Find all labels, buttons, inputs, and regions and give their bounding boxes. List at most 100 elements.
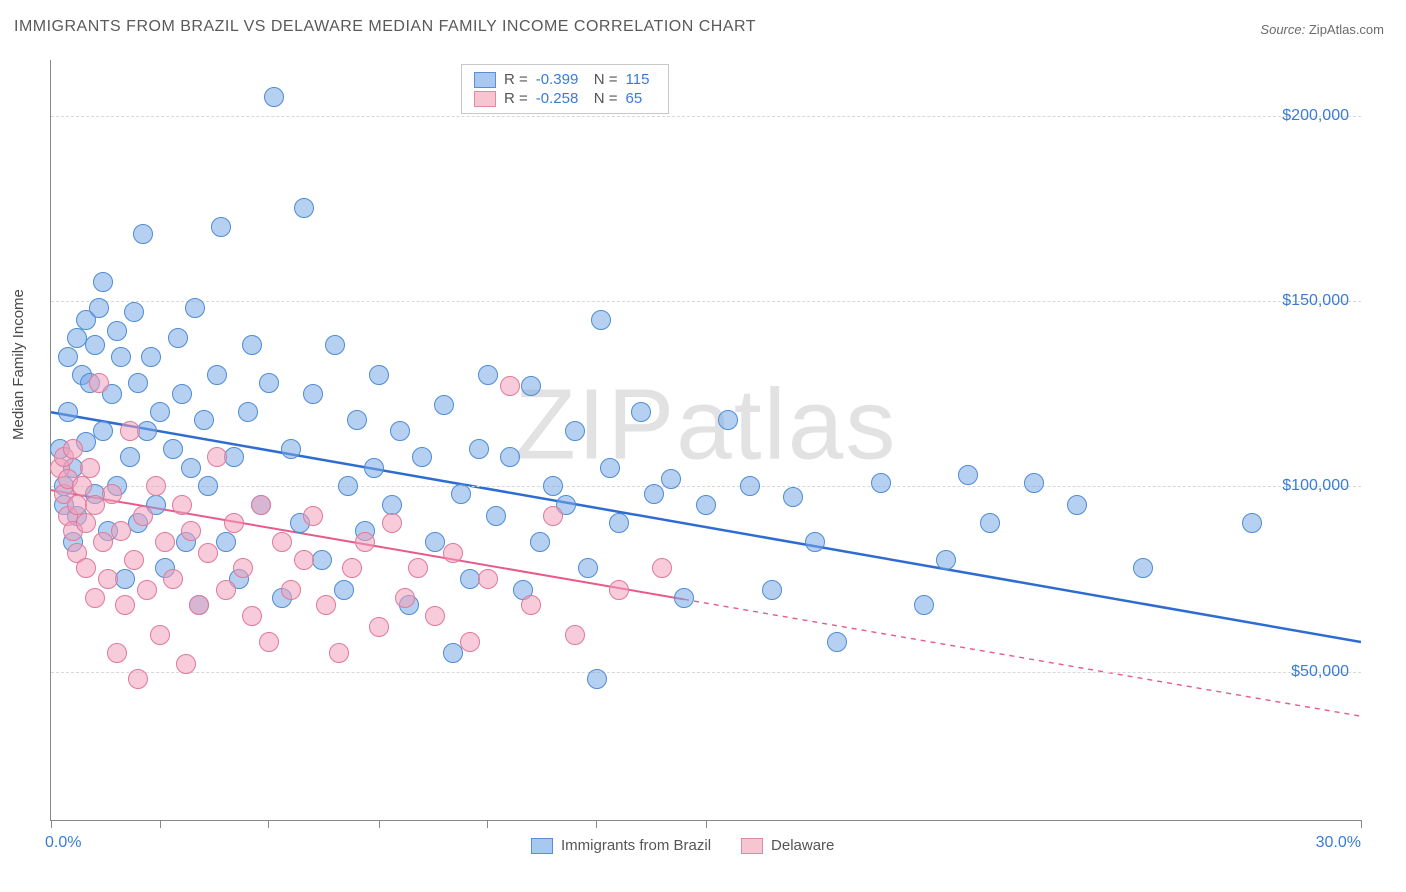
legend-swatch — [474, 91, 496, 107]
gridline-h — [51, 116, 1361, 117]
scatter-point-delaware — [189, 595, 209, 615]
n-value: 115 — [626, 71, 656, 88]
scatter-point-brazil — [194, 410, 214, 430]
chart-container: IMMIGRANTS FROM BRAZIL VS DELAWARE MEDIA… — [0, 0, 1406, 892]
scatter-point-brazil — [674, 588, 694, 608]
scatter-point-delaware — [76, 513, 96, 533]
scatter-point-brazil — [1133, 558, 1153, 578]
scatter-point-brazil — [587, 669, 607, 689]
gridline-h — [51, 486, 1361, 487]
r-value: -0.258 — [536, 90, 586, 107]
n-label: N = — [594, 90, 618, 107]
scatter-point-brazil — [303, 384, 323, 404]
scatter-point-brazil — [259, 373, 279, 393]
scatter-point-delaware — [172, 495, 192, 515]
scatter-point-delaware — [294, 550, 314, 570]
scatter-point-brazil — [133, 224, 153, 244]
scatter-point-brazil — [325, 335, 345, 355]
scatter-point-delaware — [93, 532, 113, 552]
scatter-point-brazil — [530, 532, 550, 552]
scatter-point-brazil — [58, 347, 78, 367]
scatter-point-brazil — [216, 532, 236, 552]
scatter-point-delaware — [155, 532, 175, 552]
scatter-point-delaware — [198, 543, 218, 563]
scatter-point-brazil — [168, 328, 188, 348]
scatter-point-brazil — [382, 495, 402, 515]
scatter-point-delaware — [443, 543, 463, 563]
scatter-point-delaware — [150, 625, 170, 645]
legend-item: Delaware — [741, 837, 834, 854]
scatter-point-brazil — [107, 321, 127, 341]
source-value: ZipAtlas.com — [1309, 22, 1384, 37]
scatter-point-delaware — [303, 506, 323, 526]
scatter-point-delaware — [460, 632, 480, 652]
legend-swatch — [741, 838, 763, 854]
scatter-point-brazil — [443, 643, 463, 663]
scatter-point-brazil — [111, 347, 131, 367]
n-value: 65 — [626, 90, 656, 107]
scatter-point-delaware — [382, 513, 402, 533]
scatter-point-brazil — [207, 365, 227, 385]
scatter-point-delaware — [281, 580, 301, 600]
scatter-point-brazil — [58, 402, 78, 422]
scatter-point-brazil — [198, 476, 218, 496]
scatter-point-delaware — [652, 558, 672, 578]
scatter-point-brazil — [185, 298, 205, 318]
scatter-point-brazil — [264, 87, 284, 107]
scatter-point-brazil — [521, 376, 541, 396]
scatter-point-brazil — [137, 421, 157, 441]
scatter-point-brazil — [914, 595, 934, 615]
x-tick — [1361, 820, 1362, 828]
scatter-point-delaware — [565, 625, 585, 645]
scatter-point-brazil — [783, 487, 803, 507]
x-tick — [706, 820, 707, 828]
scatter-point-delaware — [342, 558, 362, 578]
scatter-point-delaware — [76, 558, 96, 578]
scatter-point-delaware — [224, 513, 244, 533]
scatter-point-delaware — [329, 643, 349, 663]
scatter-point-delaware — [408, 558, 428, 578]
scatter-point-brazil — [163, 439, 183, 459]
scatter-point-delaware — [72, 476, 92, 496]
scatter-point-brazil — [543, 476, 563, 496]
scatter-point-delaware — [115, 595, 135, 615]
scatter-point-delaware — [242, 606, 262, 626]
scatter-point-brazil — [124, 302, 144, 322]
scatter-point-delaware — [259, 632, 279, 652]
x-tick — [268, 820, 269, 828]
scatter-point-delaware — [272, 532, 292, 552]
legend-label: Immigrants from Brazil — [561, 837, 711, 854]
scatter-point-brazil — [412, 447, 432, 467]
scatter-point-delaware — [176, 654, 196, 674]
y-tick-label: $150,000 — [1282, 292, 1349, 310]
scatter-point-brazil — [89, 298, 109, 318]
trendline-delaware-dashed — [684, 599, 1361, 716]
y-tick-label: $100,000 — [1282, 477, 1349, 495]
scatter-point-brazil — [1067, 495, 1087, 515]
scatter-point-brazil — [128, 373, 148, 393]
scatter-point-delaware — [133, 506, 153, 526]
scatter-point-brazil — [334, 580, 354, 600]
scatter-point-brazil — [980, 513, 1000, 533]
scatter-point-brazil — [469, 439, 489, 459]
scatter-point-brazil — [338, 476, 358, 496]
x-tick — [596, 820, 597, 828]
scatter-point-delaware — [163, 569, 183, 589]
scatter-point-delaware — [609, 580, 629, 600]
scatter-point-brazil — [600, 458, 620, 478]
scatter-point-brazil — [661, 469, 681, 489]
scatter-point-brazil — [369, 365, 389, 385]
scatter-point-delaware — [102, 484, 122, 504]
scatter-point-brazil — [1024, 473, 1044, 493]
scatter-point-delaware — [98, 569, 118, 589]
scatter-point-delaware — [543, 506, 563, 526]
scatter-point-brazil — [294, 198, 314, 218]
series-legend: Immigrants from Brazil Delaware — [531, 837, 834, 854]
scatter-point-brazil — [478, 365, 498, 385]
scatter-point-brazil — [312, 550, 332, 570]
x-tick — [487, 820, 488, 828]
scatter-point-delaware — [181, 521, 201, 541]
scatter-point-brazil — [390, 421, 410, 441]
legend-label: Delaware — [771, 837, 834, 854]
scatter-point-brazil — [238, 402, 258, 422]
